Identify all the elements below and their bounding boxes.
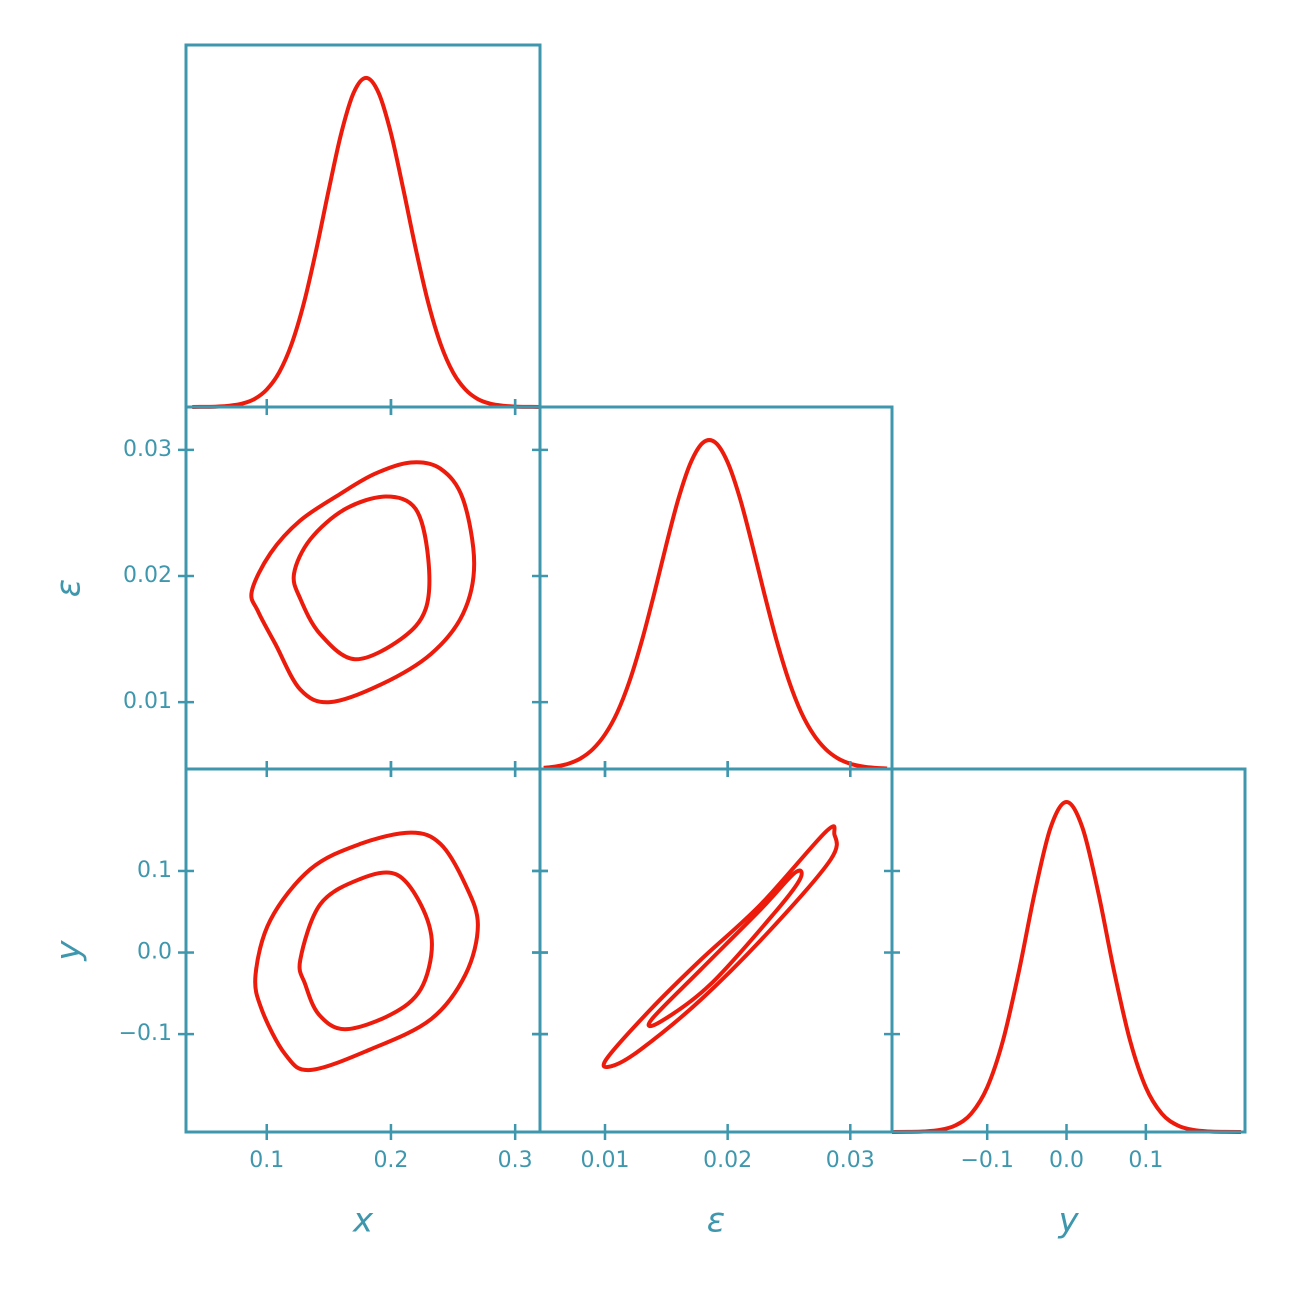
x-axis-label: y [1057,1201,1079,1241]
x-tick-label: 0.2 [373,1148,408,1173]
contour-line [249,460,477,705]
y-axis-label: ε [49,579,89,597]
x-tick-label: 0.03 [826,1148,875,1173]
contour-line [291,494,432,662]
y-tick-label: 0.0 [137,940,172,965]
y-tick-label: 0.03 [123,437,172,462]
density-curve [543,438,888,771]
x-tick-label: −0.1 [960,1148,1013,1173]
panel-frame [184,43,542,409]
y-tick-label: 0.01 [123,689,172,714]
contour-line [646,868,804,1029]
x-tick-label: 0.1 [249,1148,284,1173]
x-axis-label: ε [707,1201,725,1241]
density-curve [192,75,541,409]
contour-line [601,824,839,1070]
panel-frame [538,405,894,771]
contour-line [297,870,434,1032]
x-tick-label: 0.3 [498,1148,533,1173]
density-curve [891,799,1242,1134]
contour-line [253,830,480,1073]
panel-frame [184,767,542,1134]
x-tick-label: 0.01 [581,1148,630,1173]
panel-frame [890,767,1247,1134]
y-tick-label: 0.1 [137,858,172,883]
y-tick-label: −0.1 [119,1021,172,1046]
y-tick-label: 0.02 [123,563,172,588]
y-axis-label: y [49,940,89,962]
x-tick-label: 0.1 [1128,1148,1163,1173]
x-axis-label: x [352,1201,374,1241]
panel-frame [184,405,542,771]
x-tick-label: 0.02 [703,1148,752,1173]
panel-frame [538,767,894,1134]
x-tick-label: 0.0 [1049,1148,1084,1173]
